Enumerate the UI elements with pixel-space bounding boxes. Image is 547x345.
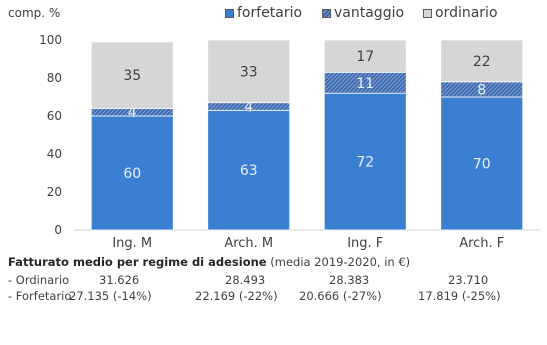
revenue-table: Fatturato medio per regime di adesione (… [8, 255, 540, 305]
table-cell: 27.135 (-14%) [69, 289, 152, 303]
y-tick-label: 0 [54, 223, 62, 237]
data-label: 11 [356, 76, 374, 92]
x-tick-label: Arch. M [224, 236, 273, 250]
table-title: Fatturato medio per regime di adesione (… [8, 255, 540, 269]
table-cell: 23.710 [448, 273, 488, 287]
data-label: 35 [123, 68, 141, 84]
data-label: 17 [356, 49, 374, 65]
legend-item-ordinario: ordinario [423, 5, 498, 21]
legend-item-vantaggio: vantaggio [322, 5, 404, 21]
data-label: 33 [240, 64, 258, 80]
y-tick-label: 100 [39, 33, 62, 47]
table-cell: 17.819 (-25%) [418, 289, 501, 303]
table-cell: 22.169 (-22%) [195, 289, 278, 303]
chart-legend: forfetario vantaggio ordinario [0, 5, 547, 25]
y-tick-label: 20 [47, 185, 62, 199]
data-label: 8 [477, 82, 486, 98]
x-tick-label: Arch. F [459, 236, 504, 250]
data-label: 72 [356, 155, 374, 171]
data-label: 22 [473, 54, 491, 70]
legend-item-forfetario: forfetario [225, 5, 302, 21]
table-cell: 28.493 [225, 273, 265, 287]
table-row: - Forfetario 27.135 (-14%) 22.169 (-22%)… [8, 289, 540, 305]
legend-swatch [423, 9, 432, 18]
table-cell: 28.383 [329, 273, 369, 287]
y-tick-label: 40 [47, 147, 62, 161]
stacked-bar-chart: 0 20 40 60 80 100 Ing. M Arch. M Ing. F Arch. F 6… [0, 0, 547, 250]
row-label: - Forfetario [8, 289, 71, 303]
data-label: 60 [123, 166, 141, 182]
data-label: 70 [473, 157, 491, 173]
legend-label: vantaggio [334, 5, 404, 21]
legend-label: forfetario [237, 5, 302, 21]
x-tick-label: Ing. M [112, 236, 152, 250]
row-label: - Ordinario [8, 273, 69, 287]
legend-swatch [322, 9, 331, 18]
y-tick-label: 60 [47, 109, 62, 123]
table-cell: 31.626 [99, 273, 139, 287]
table-row: - Ordinario 31.626 28.493 28.383 23.710 [8, 273, 540, 289]
x-tick-label: Ing. F [347, 236, 383, 250]
table-cell: 20.666 (-27%) [299, 289, 382, 303]
data-label: 63 [240, 163, 258, 179]
table-title-rest: (media 2019-2020, in €) [267, 255, 411, 269]
legend-swatch [225, 9, 234, 18]
y-tick-label: 80 [47, 71, 62, 85]
legend-label: ordinario [435, 5, 498, 21]
table-title-bold: Fatturato medio per regime di adesione [8, 255, 267, 269]
